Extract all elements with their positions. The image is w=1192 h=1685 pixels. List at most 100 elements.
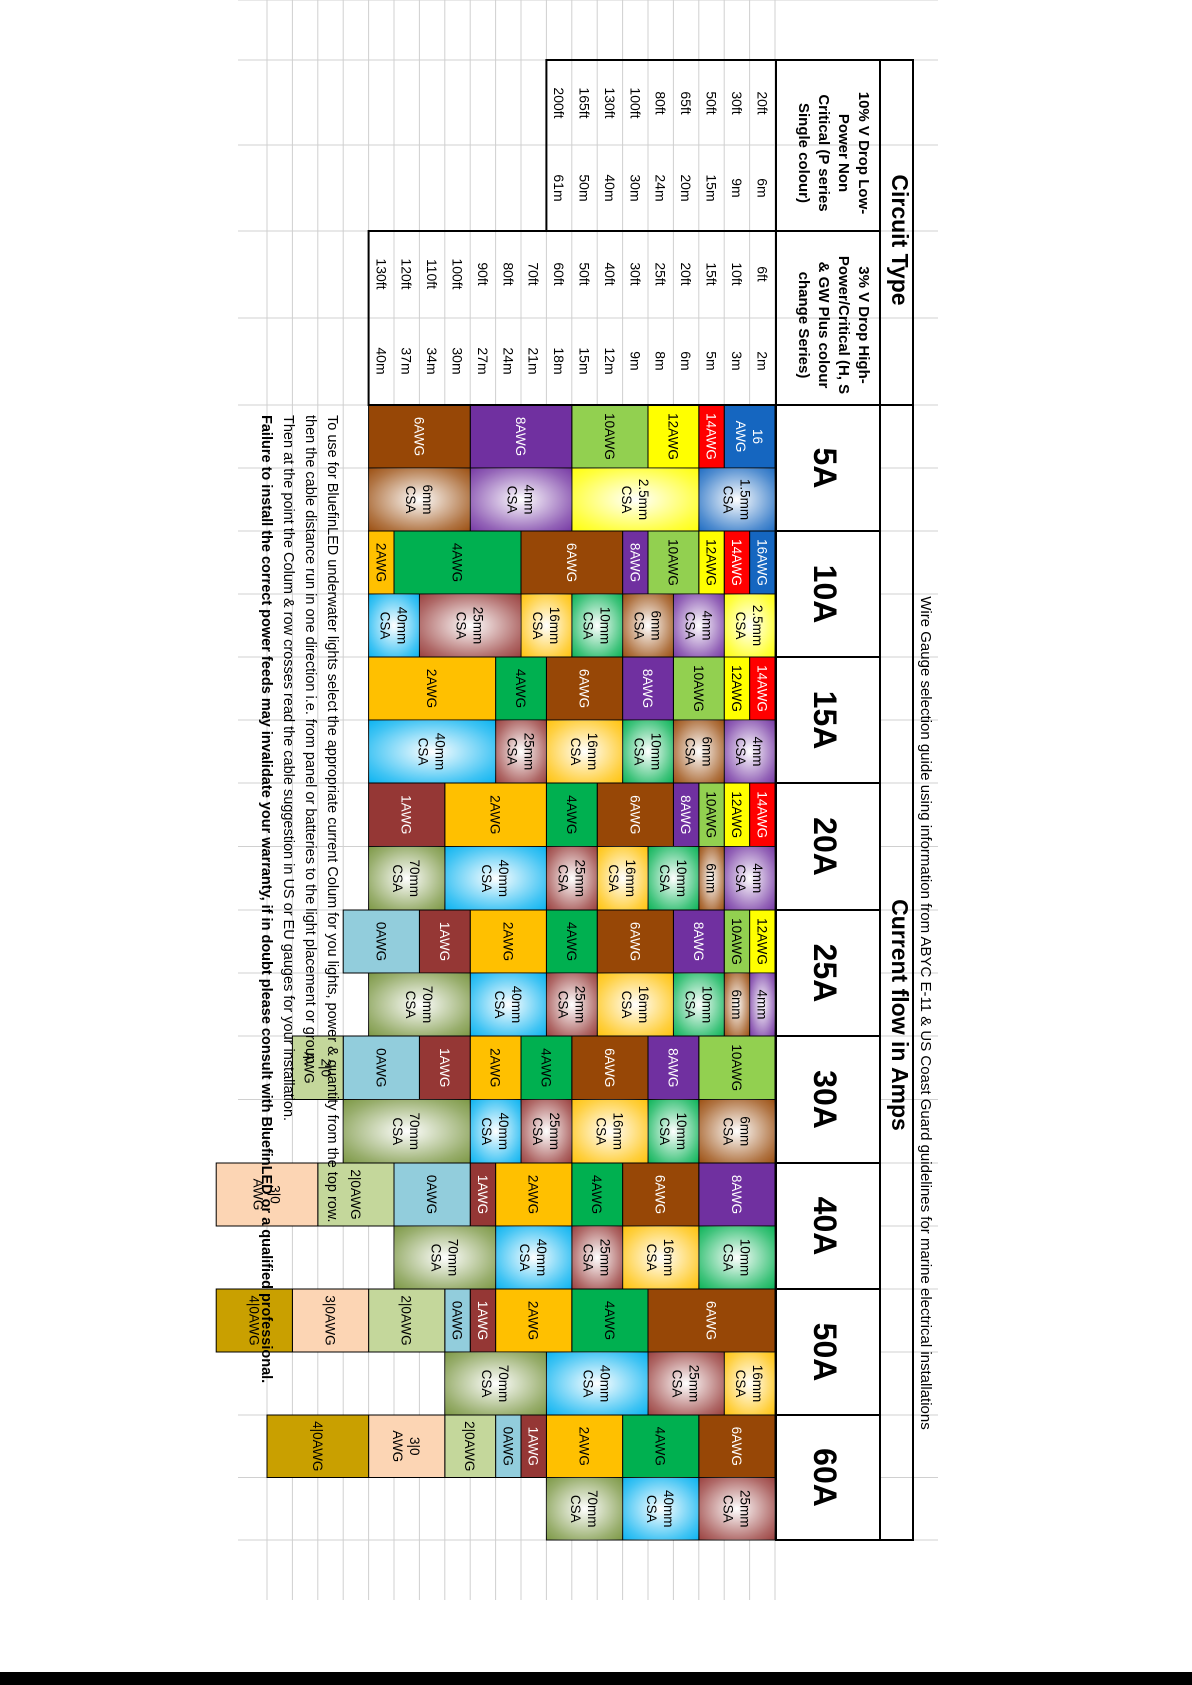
mm-gauge-shading: [546, 846, 598, 910]
high-power-metres: 12m: [602, 347, 618, 374]
high-power-metres: 21m: [526, 347, 542, 374]
high-power-feet: 100ft: [450, 258, 466, 289]
gauge-label: CSA: [568, 738, 583, 766]
gauge-label: 25mm: [737, 1490, 752, 1528]
high-power-feet: 20ft: [678, 262, 694, 285]
gauge-label: 4mm: [699, 611, 714, 641]
gauge-label: 0AWG: [450, 1301, 465, 1340]
gauge-label: 3|0: [268, 1185, 283, 1204]
mm-gauge-shading: [495, 1226, 572, 1289]
gauge-label: 25mm: [547, 1112, 562, 1150]
high-power-feet: 70ft: [526, 262, 542, 285]
low-power-metres: 20m: [678, 174, 694, 201]
gauge-label: 4AWG: [564, 795, 579, 834]
gauge-label: CSA: [555, 864, 570, 892]
gauge-label: 6mm: [729, 990, 744, 1020]
gauge-label: CSA: [632, 738, 647, 766]
gauge-label: 6mm: [704, 863, 719, 893]
gauge-label: 14AWG: [729, 539, 744, 586]
gauge-block-layer: 16AWG14AWG12AWG10AWG8AWG6AWG1.5mmCSA2.5m…: [215, 404, 776, 1541]
amp-header-label: 50A: [807, 1323, 843, 1382]
high-power-distance-rows: 6ft 2m 10ft 3m 15ft 5m 20ft 6m 25ft 8m 30ft 9m 40ft 1…: [373, 258, 770, 374]
gauge-label: 10mm: [674, 1112, 689, 1150]
gauge-label: 2|0AWG: [348, 1169, 363, 1219]
high-power-feet: 40ft: [602, 262, 618, 285]
gauge-label: 16mm: [610, 1112, 625, 1150]
low-power-feet: 65ft: [678, 91, 694, 114]
mm-gauge-shading: [622, 594, 674, 657]
gauge-label: 4AWG: [450, 543, 465, 582]
gauge-label: 10AWG: [691, 665, 706, 712]
gauge-label: CSA: [581, 1370, 596, 1398]
mm-gauge-shading: [724, 594, 775, 657]
awg-gauge-block: [723, 404, 776, 469]
gauge-label: 1AWG: [437, 1048, 452, 1087]
gauge-label: 70mm: [585, 1490, 600, 1528]
gauge-label: CSA: [682, 991, 697, 1019]
low-power-header: 10% V Drop Low- Power Non Critical (P se…: [795, 92, 872, 215]
gauge-label: 1AWG: [475, 1301, 490, 1340]
mm-gauge-shading: [546, 720, 623, 783]
guide-title: Wire Gauge selection guide using informa…: [917, 596, 934, 1429]
gauge-label: 40mm: [661, 1490, 676, 1528]
gauge-label: 10AWG: [665, 539, 680, 586]
high-power-feet: 80ft: [500, 262, 516, 285]
mm-gauge-shading: [673, 720, 725, 783]
gauge-label: 2AWG: [526, 1301, 541, 1340]
instructions: To use for BluefinLED underwater lights …: [258, 415, 340, 1383]
gauge-label: 2AWG: [500, 922, 515, 961]
low-power-feet: 30ft: [729, 91, 745, 114]
high-power-feet: 120ft: [399, 258, 415, 289]
gauge-label: 16mm: [585, 733, 600, 771]
gauge-label: 4AWG: [513, 669, 528, 708]
mm-gauge-shading: [698, 1226, 775, 1289]
gauge-label: 10AWG: [729, 918, 744, 965]
gauge-label: 14AWG: [704, 413, 719, 460]
gauge-label: 10mm: [737, 1239, 752, 1277]
high-power-metres: 37m: [399, 347, 415, 374]
gauge-label: 16mm: [636, 986, 651, 1024]
mm-gauge-shading: [622, 1226, 699, 1289]
mm-gauge-shading: [673, 973, 725, 1036]
gauge-label: 8AWG: [665, 1048, 680, 1087]
instruction-line: then the cable distance run in one direc…: [302, 415, 318, 1068]
high-power-metres: 15m: [577, 347, 593, 374]
gauge-label: 10mm: [598, 607, 613, 645]
gauge-label: 6AWG: [627, 795, 642, 834]
warranty-warning: Failure to install the correct power fee…: [258, 415, 274, 1383]
low-power-feet: 50ft: [704, 91, 720, 114]
gauge-label: 16mm: [547, 607, 562, 645]
gauge-label: 4AWG: [589, 1175, 604, 1214]
mm-gauge-shading: [368, 594, 420, 657]
bottom-edge-bar: [0, 1672, 1192, 1685]
mm-gauge-shading: [673, 594, 725, 657]
amp-header-cell: [775, 1414, 881, 1541]
mm-gauge-shading: [698, 846, 725, 910]
gauge-label: 1AWG: [399, 795, 414, 834]
gauge-label: 16mm: [623, 859, 638, 897]
gauge-label: 10mm: [674, 859, 689, 897]
amp-header-label: 20A: [807, 817, 843, 876]
gauge-label: CSA: [657, 864, 672, 892]
high-power-metres: 9m: [627, 351, 643, 370]
low-power-feet: 20ft: [754, 91, 770, 114]
mm-gauge-shading: [724, 1352, 775, 1415]
gauge-label: 6AWG: [564, 543, 579, 582]
low-power-distance-rows: 20ft 6m 30ft 9m 50ft 15m 65ft 20m 80ft 24m 100ft 30…: [551, 87, 770, 201]
gauge-label: 14AWG: [754, 665, 769, 712]
mm-gauge-shading: [724, 973, 750, 1036]
high-power-metres: 3m: [729, 351, 745, 370]
gauge-label: 6AWG: [577, 669, 592, 708]
low-power-metres: 9m: [729, 178, 745, 197]
gauge-label: 2AWG: [424, 669, 439, 708]
gauge-label: CSA: [479, 1370, 494, 1398]
gauge-label: 10AWG: [704, 791, 719, 838]
mm-gauge-shading: [648, 846, 699, 910]
gauge-label: 10mm: [699, 986, 714, 1024]
gauge-label: 16AWG: [754, 539, 769, 586]
gauge-label: AWG: [251, 1179, 266, 1211]
low-power-metres: 61m: [551, 174, 567, 201]
gauge-label: CSA: [505, 486, 520, 514]
gauge-label: CSA: [479, 864, 494, 892]
mm-gauge-shading: [520, 594, 572, 657]
